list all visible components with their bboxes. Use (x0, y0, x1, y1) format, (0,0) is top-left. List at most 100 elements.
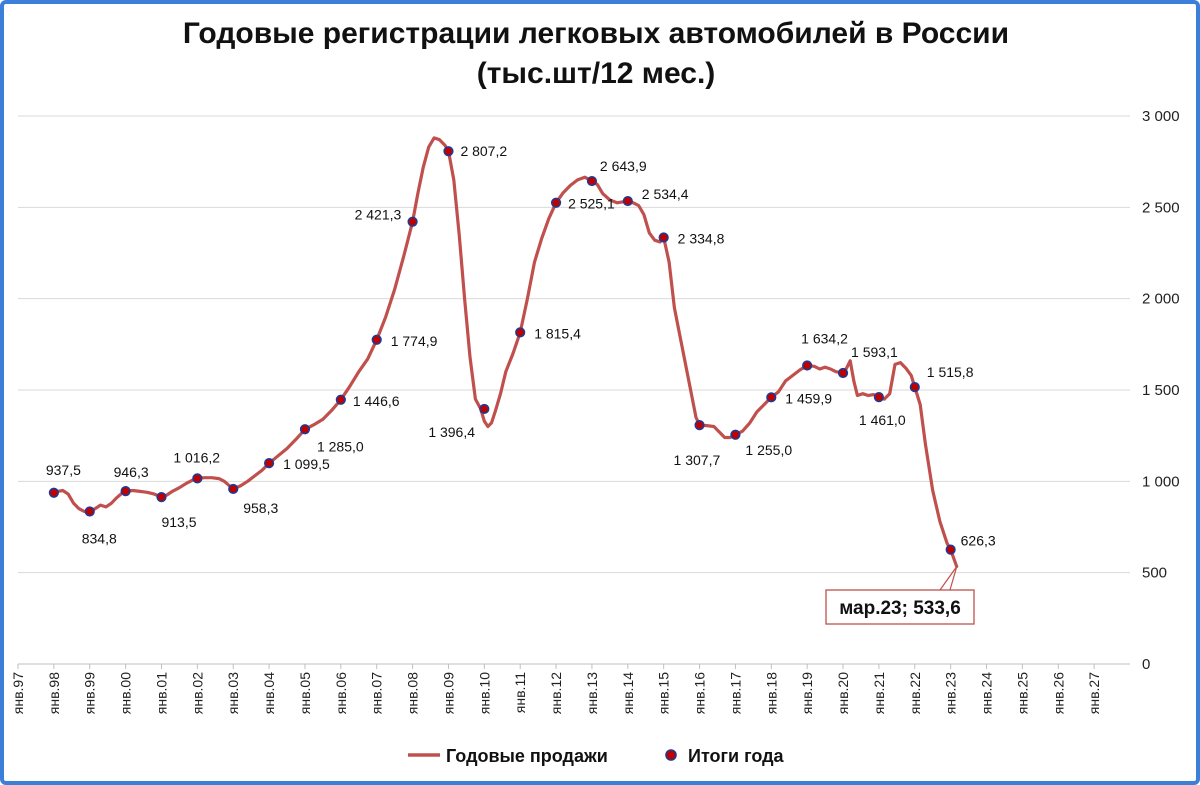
series-layer (52, 136, 959, 569)
annotation-leader (949, 566, 958, 591)
point-year-end (299, 424, 311, 435)
y-tick-label: 2 000 (1142, 291, 1180, 308)
annotation-layer: мар.23; 533,6 (825, 566, 975, 625)
chart-title: Годовые регистрации легковых автомобилей… (0, 14, 1192, 94)
x-tick-label: янв.12 (548, 672, 564, 714)
point-year-end (156, 492, 167, 503)
point-year-end (84, 506, 95, 517)
x-tick-label: янв.18 (763, 672, 779, 714)
x-tick-label: янв.10 (476, 672, 492, 714)
x-axis: янв.97 янв.98 янв.99 янв.00 янв.01 янв.02 янв.… (10, 663, 1130, 714)
y-tick-label: 3 000 (1142, 108, 1180, 125)
data-label: 937,5 (46, 462, 81, 478)
y-tick-label: 1 500 (1142, 382, 1180, 399)
point-year-end (335, 394, 346, 405)
points-layer (48, 146, 956, 555)
legend: Годовые продажи Итоги года (408, 746, 785, 766)
y-tick-label: 500 (1142, 565, 1167, 582)
point-year-end (479, 403, 490, 415)
data-label: 913,5 (161, 514, 196, 530)
x-tick-label: янв.27 (1086, 672, 1102, 714)
x-tick-label: янв.09 (440, 672, 456, 714)
data-label: 2 525,1 (568, 196, 615, 212)
x-tick-label: янв.97 (10, 672, 26, 714)
x-tick-label: янв.08 (405, 672, 421, 714)
chart-title-line2: (тыс.шт/12 мес.) (476, 57, 716, 90)
data-label: 834,8 (82, 531, 117, 547)
y-tick-label: 1 000 (1142, 473, 1180, 490)
x-tick-label: янв.00 (118, 672, 134, 714)
x-tick-label: янв.21 (871, 672, 887, 714)
data-label: 958,3 (243, 500, 278, 516)
x-tick-label: янв.23 (943, 672, 959, 714)
point-year-end (730, 429, 741, 440)
point-year-end (909, 382, 920, 393)
point-year-end (407, 216, 418, 227)
x-tick-label: янв.26 (1050, 672, 1066, 714)
legend-label-annual-sales: Годовые продажи (446, 746, 608, 766)
point-year-end (120, 486, 131, 497)
point-year-end (48, 487, 59, 498)
x-tick-label: янв.24 (979, 672, 995, 714)
data-label: 2 643,9 (600, 158, 647, 174)
data-label: 1 515,8 (927, 364, 974, 380)
data-label: 1 396,4 (428, 424, 475, 440)
point-year-end (802, 360, 813, 371)
x-tick-label: янв.07 (369, 672, 385, 714)
point-year-end (586, 175, 598, 187)
point-year-end (228, 483, 239, 495)
point-year-end (694, 420, 705, 431)
point-year-end (192, 473, 203, 484)
y-tick-label: 2 500 (1142, 199, 1180, 216)
data-label: 1 774,9 (391, 333, 438, 349)
x-tick-label: янв.98 (46, 672, 62, 714)
data-label: 2 807,2 (460, 143, 507, 159)
legend-point-swatch (665, 749, 677, 761)
data-label: 1 593,1 (851, 344, 898, 360)
point-year-end (658, 232, 669, 243)
x-tick-label: янв.20 (835, 672, 851, 714)
annotation-box (825, 589, 975, 625)
data-label: 2 334,8 (678, 231, 725, 247)
gridlines (18, 115, 1130, 574)
x-tick-label: янв.03 (225, 672, 241, 714)
data-label: 2 421,3 (355, 207, 402, 223)
point-year-end (515, 327, 526, 338)
x-tick-label: янв.19 (799, 672, 815, 714)
point-year-end (766, 392, 777, 403)
point-year-end (837, 367, 849, 379)
point-year-end (371, 334, 382, 345)
x-tick-label: янв.01 (153, 672, 169, 714)
legend-label-year-totals: Итоги года (688, 746, 785, 766)
annotation-leader (939, 566, 958, 591)
x-tick-label: янв.11 (512, 672, 528, 713)
point-year-end (263, 458, 275, 469)
x-tick-label: янв.17 (727, 672, 743, 714)
y-tick-label: 0 (1142, 656, 1150, 673)
x-tick-label: янв.04 (261, 672, 277, 714)
data-label: 1 255,0 (745, 442, 792, 458)
x-tick-label: янв.13 (584, 672, 600, 714)
data-label: 1 099,5 (283, 456, 330, 472)
data-labels-layer: 937,5 834,8 946,3 913,5 1 016,2 958,3 1 099,5 1… (46, 143, 996, 548)
data-label: 1 634,2 (801, 330, 848, 346)
x-tick-label: янв.06 (333, 672, 349, 714)
annotation-text: мар.23; 533,6 (839, 598, 961, 619)
data-label: 1 446,6 (353, 393, 400, 409)
x-tick-label: янв.99 (82, 672, 98, 714)
series-line-annual-sales (52, 136, 959, 569)
point-year-end (945, 544, 956, 555)
data-label: 1 461,0 (859, 412, 906, 428)
x-tick-label: янв.22 (907, 672, 923, 714)
x-tick-label: янв.15 (656, 672, 672, 714)
x-tick-label: янв.16 (692, 672, 708, 714)
data-label: 1 016,2 (173, 449, 220, 465)
y-axis: 0 500 1 000 1 500 2 000 2 500 3 000 (1142, 108, 1180, 673)
point-year-end (622, 195, 633, 207)
point-year-end (873, 392, 885, 403)
chart-title-line1: Годовые регистрации легковых автомобилей… (182, 17, 1010, 50)
data-label: 2 534,4 (642, 186, 689, 202)
data-label: 946,3 (114, 464, 149, 480)
